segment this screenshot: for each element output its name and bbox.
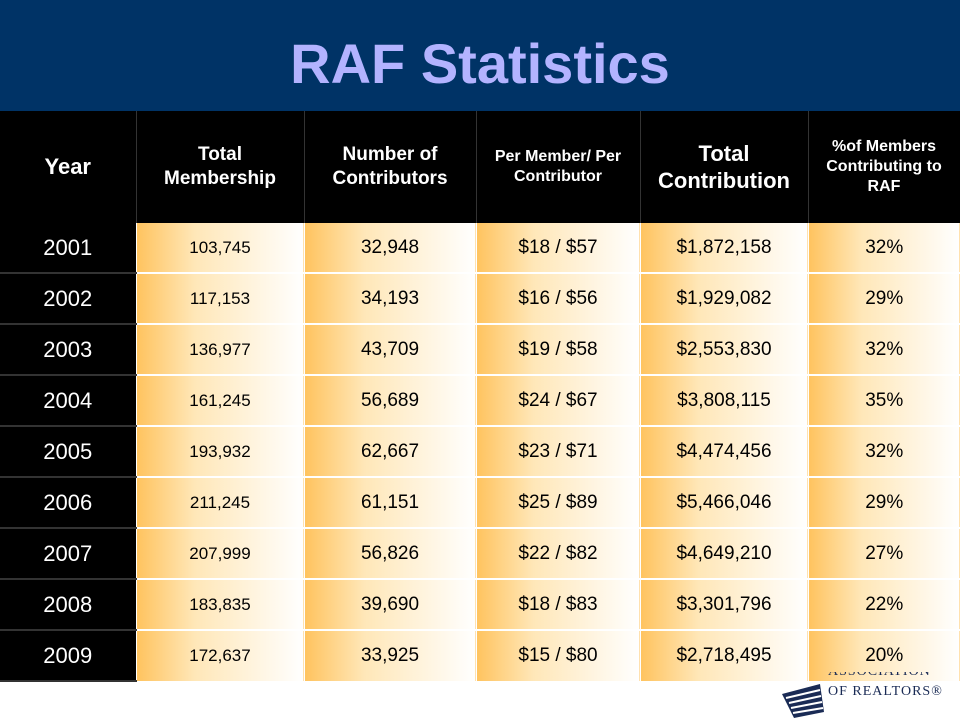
year-cell: 2003 <box>0 324 136 376</box>
total-contribution-cell: $4,474,456 <box>639 426 808 478</box>
membership-cell: 207,999 <box>135 528 304 580</box>
realtors-logo: ASSOCIATION OF REALTORS® <box>780 672 960 720</box>
table-row: 2003 136,977 43,709 $19 / $58 $2,553,830… <box>0 324 960 376</box>
title-band <box>0 0 960 112</box>
total-contribution-cell: $5,466,046 <box>639 477 808 529</box>
per-member-cell: $18 / $57 <box>475 223 640 274</box>
contributors-cell: 33,925 <box>303 630 476 681</box>
per-member-cell: $23 / $71 <box>475 426 640 478</box>
table-row: 2005 193,932 62,667 $23 / $71 $4,474,456… <box>0 426 960 478</box>
contributors-cell: 34,193 <box>303 273 476 325</box>
logo-text-association: ASSOCIATION <box>828 672 958 680</box>
per-member-cell: $24 / $67 <box>475 375 640 427</box>
year-cell: 2009 <box>0 630 136 682</box>
table-row: 2001 103,745 32,948 $18 / $57 $1,872,158… <box>0 223 960 274</box>
total-contribution-cell: $4,649,210 <box>639 528 808 580</box>
total-contribution-cell: $1,872,158 <box>639 223 808 274</box>
header-total-contribution: Total Contribution <box>640 111 809 223</box>
membership-cell: 136,977 <box>135 324 304 376</box>
pct-cell: 22% <box>807 579 960 631</box>
contributors-cell: 43,709 <box>303 324 476 376</box>
table-row: 2009 172,637 33,925 $15 / $80 $2,718,495… <box>0 630 960 682</box>
pct-cell: 35% <box>807 375 960 427</box>
membership-cell: 161,245 <box>135 375 304 427</box>
membership-cell: 117,153 <box>135 273 304 325</box>
membership-cell: 193,932 <box>135 426 304 478</box>
header-row: Year Total Membership Number of Contribu… <box>0 111 960 223</box>
table-row: 2006 211,245 61,151 $25 / $89 $5,466,046… <box>0 477 960 529</box>
header-contributors: Number of Contributors <box>304 111 477 223</box>
pct-cell: 20% <box>807 630 960 681</box>
contributors-cell: 56,826 <box>303 528 476 580</box>
contributors-cell: 56,689 <box>303 375 476 427</box>
year-cell: 2005 <box>0 426 136 478</box>
pct-cell: 29% <box>807 477 960 529</box>
per-member-cell: $22 / $82 <box>475 528 640 580</box>
total-contribution-cell: $2,553,830 <box>639 324 808 376</box>
contributors-cell: 39,690 <box>303 579 476 631</box>
contributors-cell: 62,667 <box>303 426 476 478</box>
pct-cell: 32% <box>807 426 960 478</box>
membership-cell: 183,835 <box>135 579 304 631</box>
membership-cell: 103,745 <box>135 223 304 274</box>
pct-cell: 29% <box>807 273 960 325</box>
membership-cell: 211,245 <box>135 477 304 529</box>
per-member-cell: $18 / $83 <box>475 579 640 631</box>
page-title: RAF Statistics <box>290 32 670 95</box>
year-cell: 2006 <box>0 477 136 529</box>
per-member-cell: $25 / $89 <box>475 477 640 529</box>
table-row: 2007 207,999 56,826 $22 / $82 $4,649,210… <box>0 528 960 580</box>
pct-cell: 27% <box>807 528 960 580</box>
contributors-cell: 32,948 <box>303 223 476 274</box>
membership-cell: 172,637 <box>135 630 304 681</box>
pct-cell: 32% <box>807 223 960 274</box>
table-row: 2008 183,835 39,690 $18 / $83 $3,301,796… <box>0 579 960 631</box>
total-contribution-cell: $2,718,495 <box>639 630 808 681</box>
realtors-logo-mark-icon <box>782 684 824 718</box>
header-pct-contributing: %of Members Contributing to RAF <box>808 111 960 223</box>
header-per-member: Per Member/ Per Contributor <box>476 111 641 223</box>
year-cell: 2001 <box>0 223 136 274</box>
total-contribution-cell: $1,929,082 <box>639 273 808 325</box>
header-total-membership: Total Membership <box>136 111 305 223</box>
contributors-cell: 61,151 <box>303 477 476 529</box>
per-member-cell: $15 / $80 <box>475 630 640 681</box>
year-cell: 2007 <box>0 528 136 580</box>
year-cell: 2002 <box>0 273 136 325</box>
per-member-cell: $19 / $58 <box>475 324 640 376</box>
total-contribution-cell: $3,808,115 <box>639 375 808 427</box>
logo-text-realtors: OF REALTORS® <box>828 684 943 699</box>
year-cell: 2008 <box>0 579 136 631</box>
pct-cell: 32% <box>807 324 960 376</box>
table-row: 2002 117,153 34,193 $16 / $56 $1,929,082… <box>0 273 960 325</box>
year-cell: 2004 <box>0 375 136 427</box>
total-contribution-cell: $3,301,796 <box>639 579 808 631</box>
header-year: Year <box>0 111 137 223</box>
stats-table: Year Total Membership Number of Contribu… <box>0 111 960 682</box>
table-row: 2004 161,245 56,689 $24 / $67 $3,808,115… <box>0 375 960 427</box>
per-member-cell: $16 / $56 <box>475 273 640 325</box>
